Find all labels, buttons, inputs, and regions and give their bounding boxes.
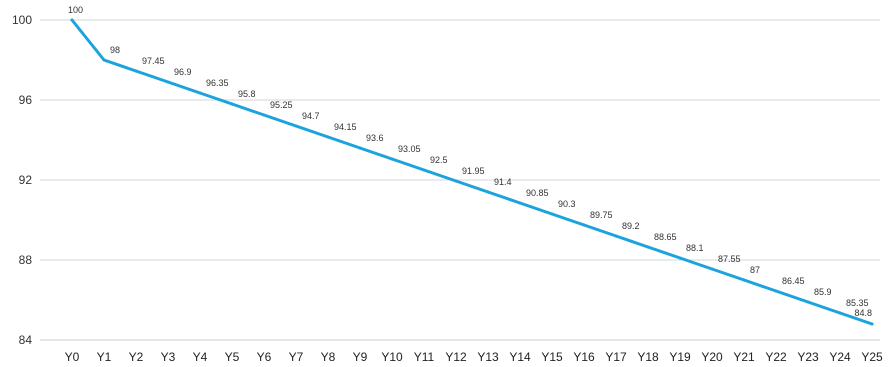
data-label-y2: 97.45 xyxy=(142,56,165,66)
data-label-y6: 95.25 xyxy=(270,100,293,110)
data-label-y16: 89.75 xyxy=(590,210,613,220)
x-tick-label-y7: Y7 xyxy=(289,350,304,364)
x-tick-label-y25: Y25 xyxy=(861,350,883,364)
data-label-y8: 94.15 xyxy=(334,122,357,132)
y-tick-label-92: 92 xyxy=(19,173,33,187)
data-point-y23 xyxy=(806,300,810,304)
data-label-y10: 93.05 xyxy=(398,144,421,154)
data-point-y24 xyxy=(838,311,842,315)
data-point-y18 xyxy=(646,245,650,249)
data-point-y4 xyxy=(198,91,202,95)
data-point-y12 xyxy=(454,179,458,183)
x-axis-tick-labels: Y0 Y1 Y2 Y3 Y4 Y5 Y6 Y7 Y8 Y9 Y10 Y11 Y12 Y13 Y14 Y15 Y1… xyxy=(65,350,883,364)
data-label-y12: 91.95 xyxy=(462,166,485,176)
data-label-y20: 87.55 xyxy=(718,254,741,264)
x-tick-label-y19: Y19 xyxy=(669,350,691,364)
x-tick-label-y18: Y18 xyxy=(637,350,659,364)
data-point-y16 xyxy=(582,223,586,227)
data-label-y9: 93.6 xyxy=(366,133,384,143)
x-tick-label-y12: Y12 xyxy=(445,350,467,364)
x-tick-label-y13: Y13 xyxy=(477,350,499,364)
x-tick-label-y20: Y20 xyxy=(701,350,723,364)
data-label-y18: 88.65 xyxy=(654,232,677,242)
data-label-y25: 84.8 xyxy=(854,308,872,318)
data-point-y25 xyxy=(870,322,874,326)
data-point-y22 xyxy=(774,289,778,293)
x-tick-label-y11: Y11 xyxy=(414,350,435,364)
y-tick-label-88: 88 xyxy=(19,253,33,267)
data-point-y8 xyxy=(326,135,330,139)
x-tick-label-y17: Y17 xyxy=(605,350,627,364)
y-tick-label-100: 100 xyxy=(12,13,32,27)
data-label-y3: 96.9 xyxy=(174,67,192,77)
data-label-y7: 94.7 xyxy=(302,111,320,121)
x-tick-label-y24: Y24 xyxy=(829,350,851,364)
data-point-y15 xyxy=(550,212,554,216)
y-axis-tick-labels: 84 88 92 96 100 xyxy=(12,13,32,347)
x-tick-label-y1: Y1 xyxy=(97,350,112,364)
data-label-y11: 92.5 xyxy=(430,155,448,165)
data-label-y0: 100 xyxy=(68,5,83,15)
x-tick-label-y8: Y8 xyxy=(321,350,336,364)
x-tick-label-y23: Y23 xyxy=(797,350,819,364)
x-tick-label-y16: Y16 xyxy=(573,350,595,364)
data-label-y4: 96.35 xyxy=(206,78,229,88)
data-point-y6 xyxy=(262,113,266,117)
data-label-y15: 90.3 xyxy=(558,199,576,209)
data-label-y5: 95.8 xyxy=(238,89,256,99)
x-tick-label-y10: Y10 xyxy=(381,350,403,364)
data-label-y14: 90.85 xyxy=(526,188,549,198)
x-tick-label-y22: Y22 xyxy=(765,350,787,364)
x-tick-label-y5: Y5 xyxy=(225,350,240,364)
data-label-y21: 87 xyxy=(750,265,760,275)
data-label-y17: 89.2 xyxy=(622,221,640,231)
data-point-y9 xyxy=(358,146,362,150)
data-label-y1: 98 xyxy=(110,45,120,55)
x-tick-label-y14: Y14 xyxy=(509,350,531,364)
data-label-y24: 85.35 xyxy=(846,298,869,308)
data-label-y19: 88.1 xyxy=(686,243,704,253)
series-layer xyxy=(70,18,874,326)
grid-lines xyxy=(40,19,880,341)
x-tick-label-y4: Y4 xyxy=(193,350,208,364)
data-point-y1 xyxy=(102,58,106,62)
data-point-y3 xyxy=(166,80,170,84)
data-point-y11 xyxy=(422,168,426,172)
x-tick-label-y15: Y15 xyxy=(541,350,563,364)
data-point-y2 xyxy=(134,69,138,73)
data-label-y22: 86.45 xyxy=(782,276,805,286)
y-tick-label-96: 96 xyxy=(19,93,33,107)
x-tick-label-y2: Y2 xyxy=(129,350,144,364)
data-label-y23: 85.9 xyxy=(814,287,832,297)
data-point-y0 xyxy=(70,18,74,22)
x-tick-label-y21: Y21 xyxy=(733,350,755,364)
x-tick-label-y6: Y6 xyxy=(257,350,272,364)
data-point-y10 xyxy=(390,157,394,161)
data-point-y5 xyxy=(230,102,234,106)
data-label-y13: 91.4 xyxy=(494,177,512,187)
data-point-y20 xyxy=(710,267,714,271)
x-tick-label-y0: Y0 xyxy=(65,350,80,364)
series-line-0 xyxy=(70,18,874,326)
data-labels: 100 98 97.45 96.9 96.35 95.8 95.25 94.7 94.15 93.… xyxy=(68,5,872,318)
x-tick-label-y3: Y3 xyxy=(161,350,176,364)
data-point-y21 xyxy=(742,278,746,282)
data-point-y14 xyxy=(518,201,522,205)
x-tick-label-y9: Y9 xyxy=(353,350,368,364)
y-tick-label-84: 84 xyxy=(19,333,33,347)
data-point-y17 xyxy=(614,234,618,238)
data-point-y13 xyxy=(486,190,490,194)
data-point-y7 xyxy=(294,124,298,128)
data-point-y19 xyxy=(678,256,682,260)
